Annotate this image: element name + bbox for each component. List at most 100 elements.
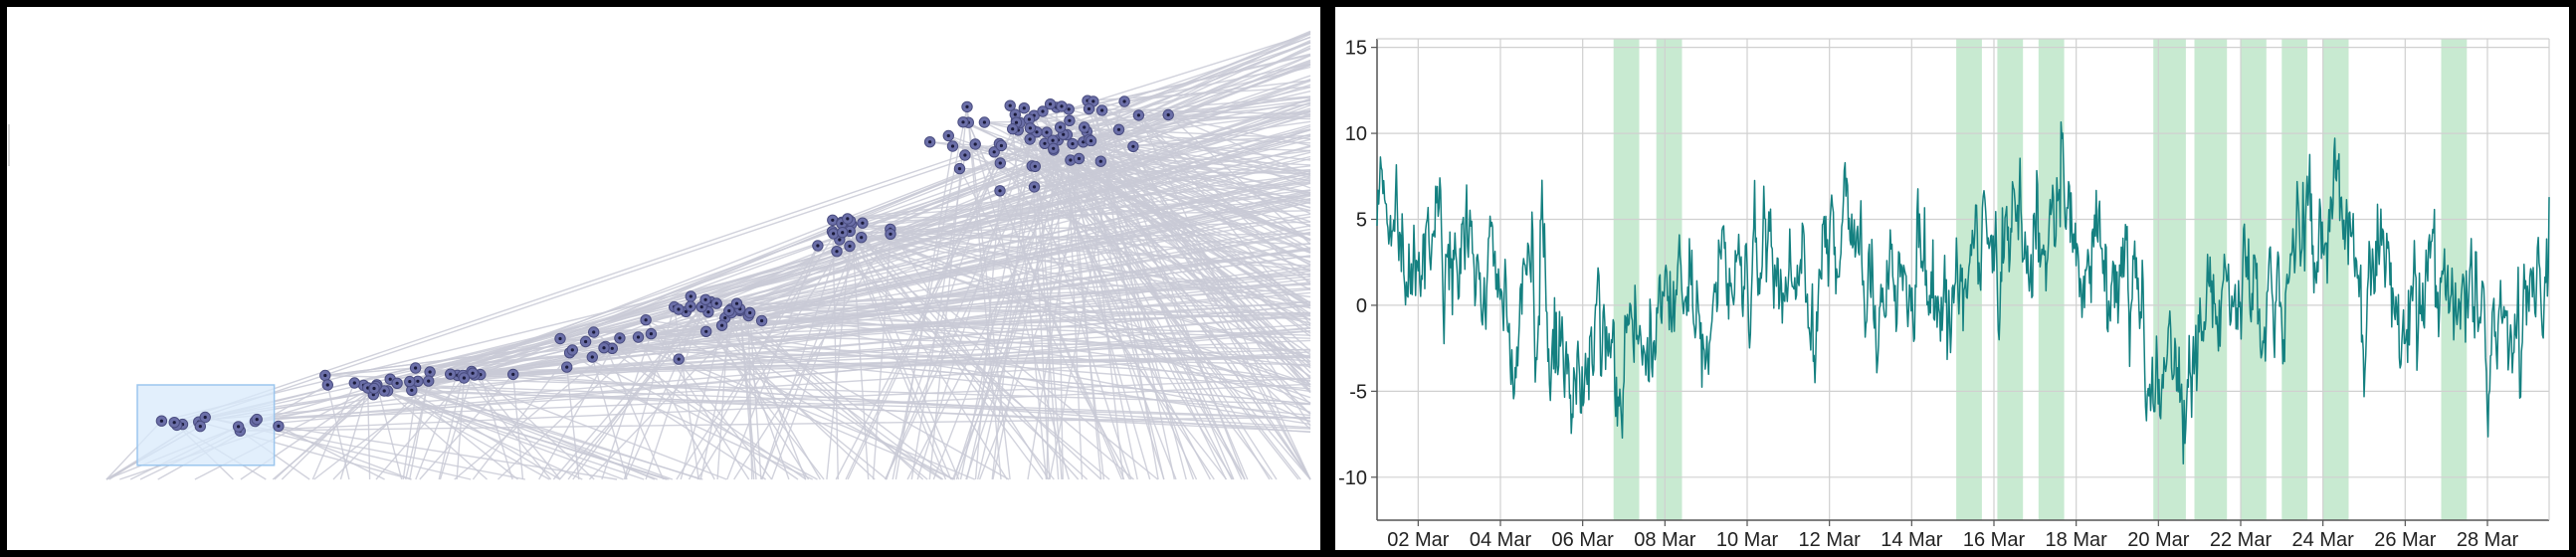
graph-node[interactable] xyxy=(831,246,843,258)
graph-node[interactable] xyxy=(730,297,743,309)
graph-node[interactable] xyxy=(1023,113,1036,125)
graph-node[interactable] xyxy=(232,421,245,433)
graph-node[interactable] xyxy=(842,213,854,225)
graph-node[interactable] xyxy=(554,332,566,345)
graph-node[interactable] xyxy=(458,372,471,384)
graph-node[interactable] xyxy=(348,377,360,389)
graph-node[interactable] xyxy=(1048,142,1060,155)
graph-node[interactable] xyxy=(755,314,768,327)
graph-node[interactable] xyxy=(1085,134,1097,147)
graph-node[interactable] xyxy=(1037,105,1049,117)
graph-node[interactable] xyxy=(946,140,959,152)
graph-node[interactable] xyxy=(1083,102,1095,115)
graph-node[interactable] xyxy=(844,240,856,253)
graph-node[interactable] xyxy=(685,290,696,302)
graph-node[interactable] xyxy=(586,351,598,363)
graph-node[interactable] xyxy=(1094,155,1107,167)
series-line[interactable] xyxy=(1376,120,2550,465)
graph-overview-panel[interactable] xyxy=(7,7,1320,550)
graph-node[interactable] xyxy=(614,332,626,344)
graph-node[interactable] xyxy=(837,227,849,239)
graph-node[interactable] xyxy=(856,232,868,244)
graph-node[interactable] xyxy=(1029,160,1042,173)
graph-node[interactable] xyxy=(923,136,936,148)
graph-node[interactable] xyxy=(710,297,722,309)
graph-node[interactable] xyxy=(1024,122,1037,134)
graph-node[interactable] xyxy=(566,344,578,356)
graph-node[interactable] xyxy=(507,368,519,381)
graph-edge xyxy=(749,312,762,480)
network-graph[interactable] xyxy=(7,7,1320,550)
graph-node[interactable] xyxy=(321,379,333,391)
graph-node[interactable] xyxy=(857,217,869,229)
graph-node[interactable] xyxy=(251,413,263,426)
graph-nodes xyxy=(155,94,1174,437)
graph-node[interactable] xyxy=(1095,104,1108,116)
graph-node[interactable] xyxy=(988,146,1000,158)
graph-node[interactable] xyxy=(885,228,896,241)
graph-node[interactable] xyxy=(1018,102,1030,114)
graph-node[interactable] xyxy=(1162,108,1174,121)
graph-node[interactable] xyxy=(273,420,285,433)
graph-node[interactable] xyxy=(409,362,422,374)
graph-node[interactable] xyxy=(199,411,211,424)
graph-node[interactable] xyxy=(685,300,696,312)
graph-node[interactable] xyxy=(723,304,735,317)
graph-node[interactable] xyxy=(598,342,610,354)
graph-node[interactable] xyxy=(1004,99,1016,111)
graph-node[interactable] xyxy=(1079,121,1090,133)
graph-node[interactable] xyxy=(467,367,479,379)
graph-node[interactable] xyxy=(673,353,685,365)
graph-node[interactable] xyxy=(812,240,824,252)
graph-node[interactable] xyxy=(1127,140,1139,153)
graph-node[interactable] xyxy=(1118,95,1130,107)
graph-node[interactable] xyxy=(700,325,712,337)
time-series-chart[interactable]: 15 10 5 0 -5 -10 02 Mar 04 Mar 06 Mar 08 Mar 10 Ma… xyxy=(1335,7,2569,550)
graph-node[interactable] xyxy=(1041,126,1053,138)
graph-node[interactable] xyxy=(1112,123,1125,136)
graph-node[interactable] xyxy=(1056,100,1068,112)
graph-node[interactable] xyxy=(1073,152,1086,165)
graph-node[interactable] xyxy=(1044,98,1057,110)
graph-node[interactable] xyxy=(942,129,954,142)
graph-node[interactable] xyxy=(194,420,207,433)
graph-node[interactable] xyxy=(640,314,652,326)
graph-node[interactable] xyxy=(1132,109,1145,121)
graph-node[interactable] xyxy=(673,303,685,315)
graph-node[interactable] xyxy=(953,162,966,175)
graph-node[interactable] xyxy=(969,138,981,150)
graph-node[interactable] xyxy=(959,149,971,161)
graph-node[interactable] xyxy=(319,369,331,382)
graph-node[interactable] xyxy=(645,327,658,340)
graph-edge xyxy=(430,354,1311,373)
graph-node[interactable] xyxy=(827,228,840,240)
graph-node[interactable] xyxy=(994,185,1006,197)
graph-node[interactable] xyxy=(579,335,592,348)
time-series-panel[interactable]: 15 10 5 0 -5 -10 02 Mar 04 Mar 06 Mar 08 Mar 10 Ma… xyxy=(1335,7,2569,550)
graph-node[interactable] xyxy=(368,382,380,395)
graph-node[interactable] xyxy=(995,139,1008,152)
graph-node[interactable] xyxy=(1054,121,1067,133)
graph-node[interactable] xyxy=(961,100,973,113)
graph-node[interactable] xyxy=(715,319,728,331)
graph-node[interactable] xyxy=(994,157,1006,169)
graph-node[interactable] xyxy=(404,375,416,388)
graph-node[interactable] xyxy=(1024,133,1036,145)
graph-node[interactable] xyxy=(632,331,645,343)
graph-node[interactable] xyxy=(168,417,180,429)
graph-node[interactable] xyxy=(1007,123,1019,135)
graph-node[interactable] xyxy=(957,116,969,128)
graph-node[interactable] xyxy=(744,306,756,319)
graph-node[interactable] xyxy=(1028,181,1041,193)
graph-node[interactable] xyxy=(1064,114,1076,127)
graph-node[interactable] xyxy=(561,361,573,373)
graph-node[interactable] xyxy=(588,326,600,338)
graph-node[interactable] xyxy=(423,375,435,387)
graph-node[interactable] xyxy=(1067,137,1079,150)
graph-node[interactable] xyxy=(978,116,991,128)
graph-node[interactable] xyxy=(445,368,457,380)
graph-node[interactable] xyxy=(699,293,711,305)
graph-node[interactable] xyxy=(155,415,168,427)
graph-node[interactable] xyxy=(406,384,418,396)
graph-node[interactable] xyxy=(391,377,403,389)
